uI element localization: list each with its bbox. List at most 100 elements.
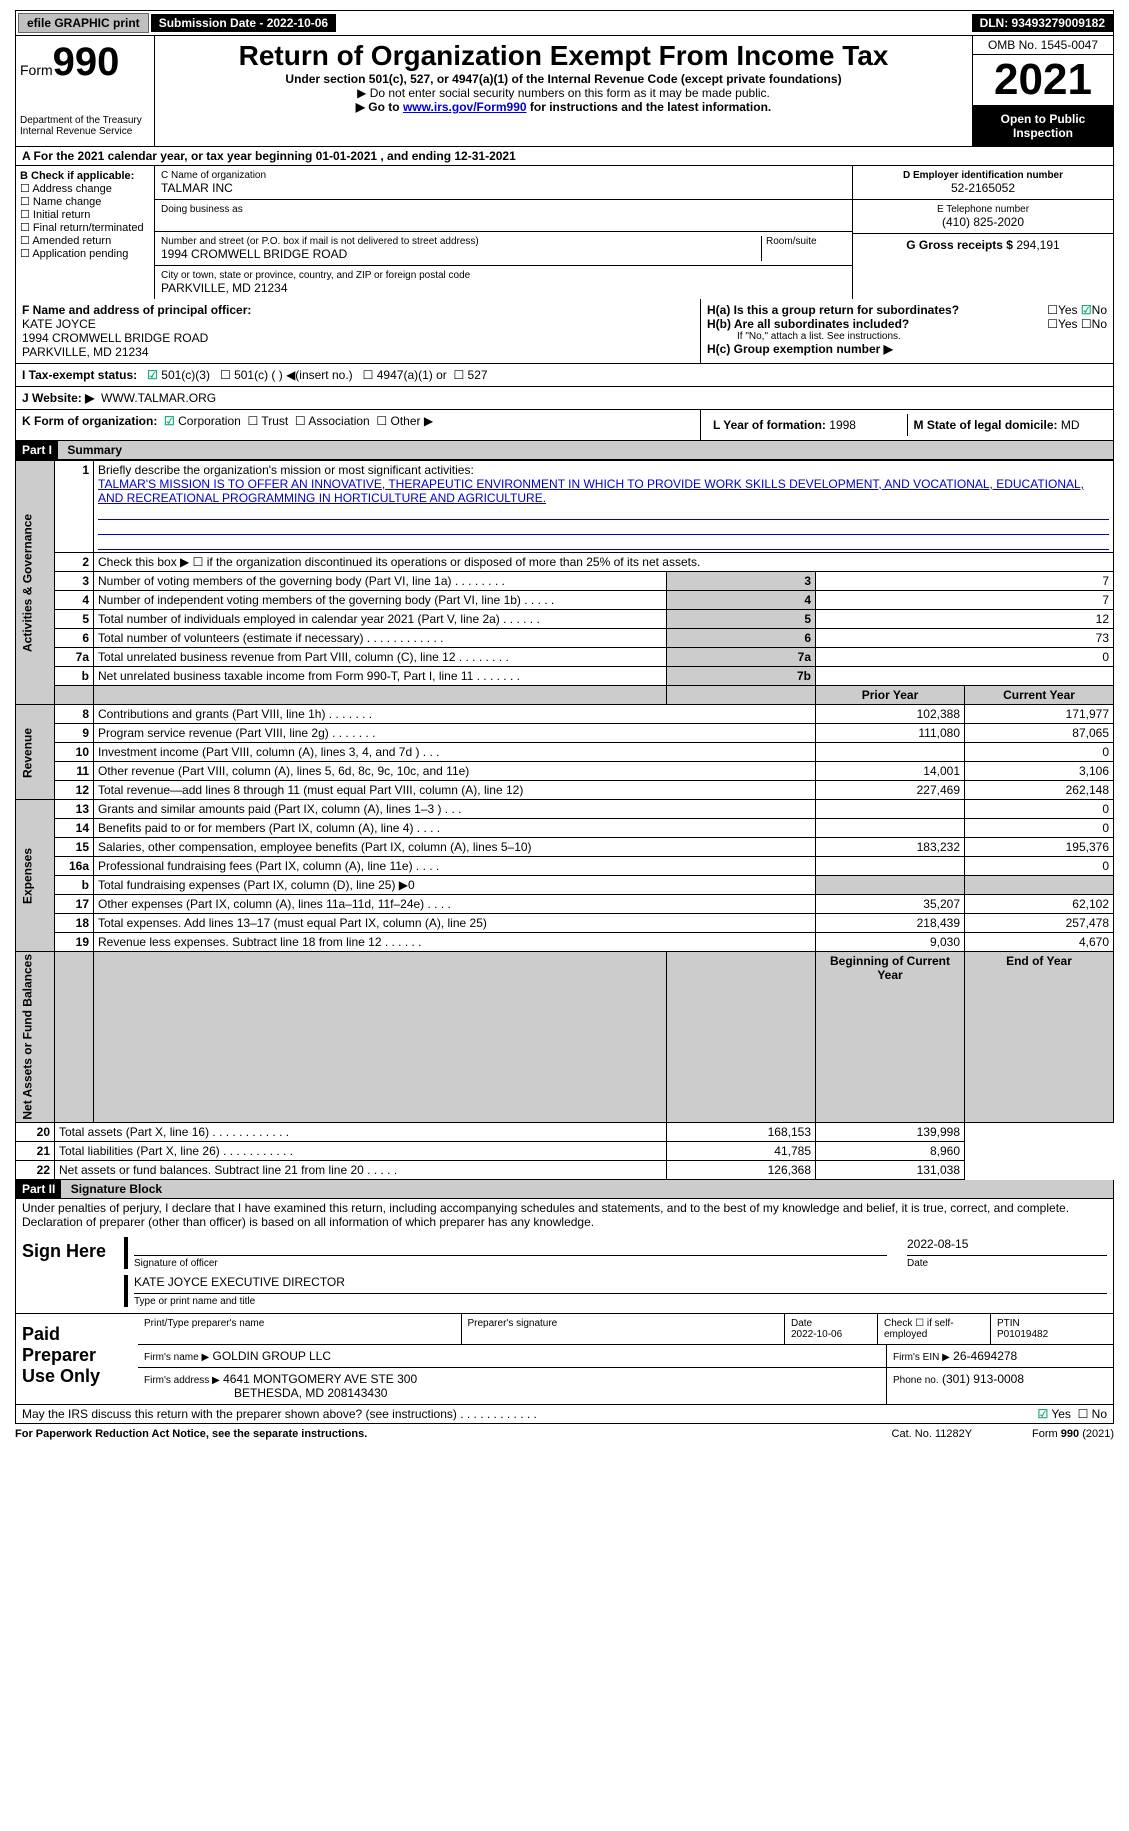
org-name: TALMAR INC (161, 181, 846, 195)
irs-link[interactable]: www.irs.gov/Form990 (403, 100, 527, 114)
k-corp[interactable]: Corporation (178, 414, 241, 428)
state-domicile: MD (1061, 418, 1080, 432)
perjury-text: Under penalties of perjury, I declare th… (15, 1199, 1114, 1231)
row-j: J Website: ▶ WWW.TALMAR.ORG (15, 387, 1114, 410)
prep-name-label: Print/Type preparer's name (138, 1314, 462, 1344)
firm-addr-label: Firm's address ▶ (144, 1375, 220, 1386)
prior-hdr: Prior Year (816, 686, 965, 705)
hb-no[interactable]: No (1092, 317, 1107, 331)
k-other[interactable]: Other ▶ (391, 414, 434, 428)
row-a: A For the 2021 calendar year, or tax yea… (15, 147, 1114, 166)
year-formation: 1998 (829, 418, 856, 432)
line6: Total number of volunteers (estimate if … (94, 629, 667, 648)
foot-left: For Paperwork Reduction Act Notice, see … (15, 1428, 367, 1440)
chk-address[interactable]: Address change (20, 183, 112, 195)
officer-typed: KATE JOYCE EXECUTIVE DIRECTOR (134, 1275, 1107, 1294)
chk-name[interactable]: Name change (20, 196, 101, 208)
line1-num: 1 (55, 461, 94, 553)
box-l-label: L Year of formation: (713, 418, 826, 432)
ha-yes[interactable]: Yes (1058, 303, 1078, 317)
line3: Number of voting members of the governin… (94, 572, 667, 591)
val3: 7 (816, 572, 1114, 591)
firm-addr: 4641 MONTGOMERY AVE STE 300 (223, 1372, 417, 1386)
part1-num: Part I (16, 441, 58, 459)
line7b: Net unrelated business taxable income fr… (94, 667, 667, 686)
submission-date: Submission Date - 2022-10-06 (151, 14, 336, 32)
sign-here-label: Sign Here (16, 1231, 118, 1313)
side-na: Net Assets or Fund Balances (16, 952, 55, 1123)
val4: 7 (816, 591, 1114, 610)
form-title: Return of Organization Exempt From Incom… (159, 40, 968, 72)
prep-sig-label: Preparer's signature (462, 1314, 786, 1344)
addr-label: Number and street (or P.O. box if mail i… (161, 236, 761, 247)
end-hdr: End of Year (965, 952, 1114, 1123)
chk-initial[interactable]: Initial return (20, 209, 90, 221)
hc-label: H(c) Group exemption number ▶ (707, 342, 893, 356)
efile-button[interactable]: efile GRAPHIC print (18, 13, 149, 33)
ptin-label: PTIN (997, 1318, 1020, 1329)
i-501c[interactable]: 501(c) ( ) ◀(insert no.) (234, 368, 353, 382)
k-assoc[interactable]: Association (308, 414, 369, 428)
chk-amended[interactable]: Amended return (20, 235, 111, 247)
ha-label: H(a) Is this a group return for subordin… (707, 303, 959, 317)
firm-name-label: Firm's name ▶ (144, 1352, 209, 1363)
self-emp-check[interactable]: Check ☐ if self-employed (878, 1314, 991, 1344)
chk-final[interactable]: Final return/terminated (20, 222, 144, 234)
foot-right: 990 (1061, 1428, 1079, 1440)
sig-officer-label: Signature of officer (134, 1258, 887, 1269)
row-i: I Tax-exempt status: ☑ 501(c)(3) ☐ 501(c… (15, 364, 1114, 387)
dln: DLN: 93493279009182 (972, 14, 1113, 32)
foot-mid: Cat. No. 11282Y (892, 1428, 973, 1440)
phone: (410) 825-2020 (859, 215, 1107, 229)
officer-addr2: PARKVILLE, MD 21234 (22, 345, 149, 359)
val5: 12 (816, 610, 1114, 629)
box-b-header: B Check if applicable: (20, 170, 134, 182)
section-b-g: B Check if applicable: Address change Na… (15, 166, 1114, 299)
i-501c3[interactable]: 501(c)(3) (161, 368, 210, 382)
ha-no[interactable]: No (1092, 303, 1107, 317)
hb-yes[interactable]: Yes (1058, 317, 1078, 331)
chk-pending[interactable]: Application pending (20, 248, 128, 260)
part2-title: Signature Block (65, 1180, 168, 1198)
form-header: Form990 Department of the Treasury Inter… (15, 36, 1114, 147)
form-number: Form990 (20, 40, 150, 85)
firm-phone-label: Phone no. (893, 1375, 939, 1386)
sig-date-label: Date (907, 1258, 1107, 1269)
box-f-label: F Name and address of principal officer: (22, 303, 251, 317)
firm-phone: (301) 913-0008 (942, 1372, 1024, 1386)
paid-preparer: Paid Preparer Use Only Print/Type prepar… (15, 1314, 1114, 1405)
i-527[interactable]: 527 (468, 368, 488, 382)
i-4947[interactable]: 4947(a)(1) or (377, 368, 447, 382)
line2: Check this box ▶ ☐ if the organization d… (94, 553, 1114, 572)
ein: 52-2165052 (859, 181, 1107, 195)
firm-addr2: BETHESDA, MD 208143430 (144, 1386, 387, 1400)
omb-no: OMB No. 1545-0047 (973, 36, 1113, 55)
top-bar: efile GRAPHIC print Submission Date - 20… (15, 10, 1114, 36)
subtitle-2: ▶ Do not enter social security numbers o… (159, 86, 968, 100)
sig-date: 2022-08-15 (907, 1237, 1107, 1256)
val6: 73 (816, 629, 1114, 648)
mission-text: TALMAR'S MISSION IS TO OFFER AN INNOVATI… (98, 477, 1084, 505)
prep-date-label: Date (791, 1318, 812, 1329)
prep-date: 2022-10-06 (791, 1329, 842, 1340)
tax-year: 2021 (973, 55, 1113, 106)
firm-name: GOLDIN GROUP LLC (213, 1349, 331, 1363)
dba-label: Doing business as (161, 204, 846, 215)
part-1-header: Part I Summary (15, 441, 1114, 460)
box-m-label: M State of legal domicile: (914, 418, 1058, 432)
box-g-label: G Gross receipts $ (906, 238, 1013, 252)
side-ag: Activities & Governance (16, 461, 55, 705)
line7a: Total unrelated business revenue from Pa… (94, 648, 667, 667)
page-footer: For Paperwork Reduction Act Notice, see … (15, 1424, 1114, 1444)
officer-addr1: 1994 CROMWELL BRIDGE ROAD (22, 331, 208, 345)
line1-label: Briefly describe the organization's miss… (98, 463, 474, 477)
k-trust[interactable]: Trust (261, 414, 288, 428)
firm-ein: 26-4694278 (953, 1349, 1017, 1363)
row-f-h: F Name and address of principal officer:… (15, 299, 1114, 364)
paid-label: Paid Preparer Use Only (16, 1314, 138, 1404)
box-k-label: K Form of organization: (22, 414, 157, 428)
box-j-label: J Website: ▶ (22, 391, 94, 405)
box-b: B Check if applicable: Address change Na… (16, 166, 155, 299)
val7a: 0 (816, 648, 1114, 667)
org-street: 1994 CROMWELL BRIDGE ROAD (161, 247, 761, 261)
